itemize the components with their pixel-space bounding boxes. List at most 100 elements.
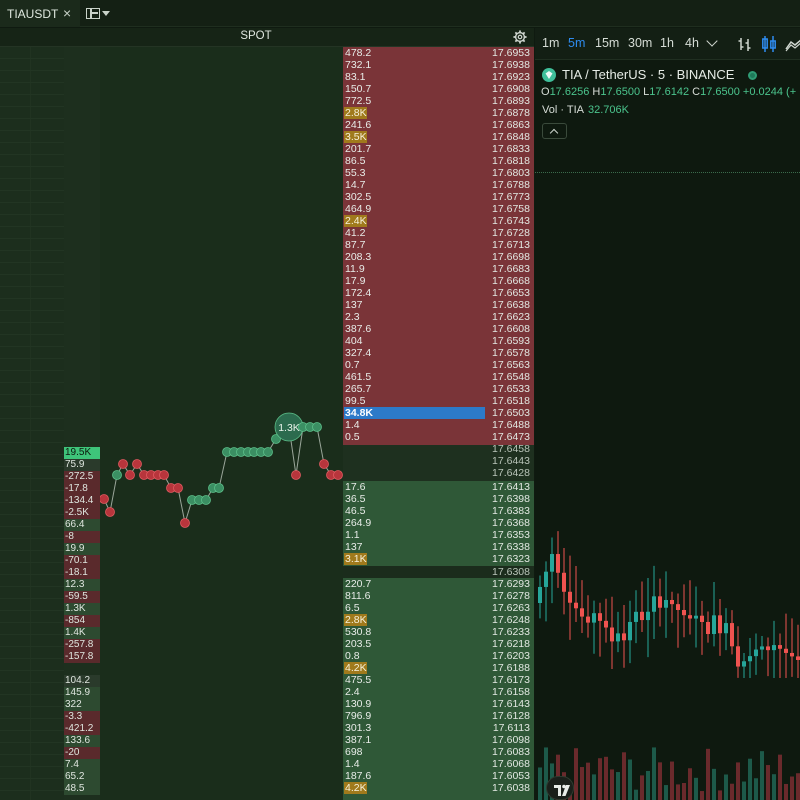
trade-bubble[interactable] <box>112 470 122 480</box>
ladder-row[interactable]: 201.7 17.6833 <box>343 143 534 155</box>
ladder-row[interactable]: 241.6 17.6863 <box>343 119 534 131</box>
tab-tiausdt[interactable]: TIAUSDT <box>0 0 80 27</box>
ladder-row[interactable]: 327.4 17.6578 <box>343 347 534 359</box>
ladder-row[interactable]: 1.1 17.6353 <box>343 529 534 541</box>
timeframe-4h[interactable]: 4h <box>685 36 699 50</box>
ladder-row[interactable]: 461.5 17.6548 <box>343 371 534 383</box>
ladder-row[interactable]: 17.6308 <box>343 566 534 578</box>
ladder-row[interactable]: 387.6 17.6608 <box>343 323 534 335</box>
ladder-row[interactable]: 698 17.6083 <box>343 746 534 758</box>
ladder-row[interactable]: 796.9 17.6128 <box>343 710 534 722</box>
price-level: 17.6578 <box>492 347 530 359</box>
trade-bubble[interactable] <box>173 483 183 493</box>
trade-bubble[interactable] <box>125 470 135 480</box>
trade-bubble[interactable] <box>263 447 273 457</box>
ladder-row[interactable]: 86.5 17.6818 <box>343 155 534 167</box>
ladder-row[interactable]: 772.5 17.6893 <box>343 95 534 107</box>
trade-bubble[interactable] <box>214 483 224 493</box>
trade-bubble[interactable] <box>99 494 109 504</box>
ladder-row[interactable]: 14.7 17.6788 <box>343 179 534 191</box>
ladder-row[interactable]: 387.1 17.6098 <box>343 734 534 746</box>
ladder-row[interactable]: 404 17.6593 <box>343 335 534 347</box>
ladder-row[interactable]: 99.5 17.6518 <box>343 395 534 407</box>
ladder-row[interactable]: 478.2 17.6953 <box>343 47 534 59</box>
bars-chart-icon[interactable] <box>737 36 753 52</box>
ladder-row[interactable]: 732.1 17.6938 <box>343 59 534 71</box>
ladder-row[interactable]: 0.8 17.6203 <box>343 650 534 662</box>
trade-bubble[interactable] <box>333 470 343 480</box>
ladder-row[interactable]: 2.8K 17.6248 <box>343 614 534 626</box>
ladder-row[interactable]: 187.6 17.6053 <box>343 770 534 782</box>
area-chart-icon[interactable] <box>785 36 800 52</box>
trade-bubble[interactable] <box>271 434 281 444</box>
ladder-row[interactable]: 17.6428 <box>343 467 534 479</box>
ladder-row[interactable]: 1.4 17.6488 <box>343 419 534 431</box>
trade-bubble[interactable] <box>319 459 329 469</box>
ladder-row[interactable]: 208.3 17.6698 <box>343 251 534 263</box>
ladder-row[interactable]: 3.5K 17.6848 <box>343 131 534 143</box>
trade-bubble[interactable] <box>159 470 169 480</box>
ladder-row[interactable]: 36.5 17.6398 <box>343 493 534 505</box>
ladder-row[interactable]: 302.5 17.6773 <box>343 191 534 203</box>
ladder-row[interactable]: 87.7 17.6713 <box>343 239 534 251</box>
collapse-legend-button[interactable] <box>542 123 567 139</box>
ladder-row[interactable]: 46.5 17.6383 <box>343 505 534 517</box>
symbol-title[interactable]: TIA / TetherUS · 5 · BINANCE <box>562 67 735 82</box>
order-size: 55.3 <box>345 167 366 179</box>
ladder-row[interactable]: 137 17.6638 <box>343 299 534 311</box>
ladder-row[interactable]: 2.3 17.6623 <box>343 311 534 323</box>
layout-dropdown-button[interactable] <box>86 5 114 22</box>
ladder-row[interactable]: 2.8K 17.6878 <box>343 107 534 119</box>
ladder-row[interactable]: 83.1 17.6923 <box>343 71 534 83</box>
trade-bubble[interactable] <box>118 459 128 469</box>
ladder-row[interactable]: 150.7 17.6908 <box>343 83 534 95</box>
tradingview-logo-icon[interactable] <box>546 776 574 800</box>
candles-chart-icon[interactable] <box>761 35 777 53</box>
ladder-row[interactable]: 2.4K 17.6743 <box>343 215 534 227</box>
ladder-row[interactable]: 475.5 17.6173 <box>343 674 534 686</box>
ladder-row[interactable]: 2.4 17.6158 <box>343 686 534 698</box>
ladder-row[interactable]: 4.2K 17.6188 <box>343 662 534 674</box>
timeframe-1m[interactable]: 1m <box>542 36 560 50</box>
ladder-row[interactable]: 4.2K 17.6038 <box>343 782 534 794</box>
trade-bubble[interactable] <box>105 507 115 517</box>
ladder-row[interactable]: 34.8K 17.6503 <box>343 407 534 419</box>
chevron-down-icon[interactable] <box>706 35 718 47</box>
ladder-row[interactable]: 17.6 17.6413 <box>343 481 534 493</box>
ladder-row[interactable]: 464.9 17.6758 <box>343 203 534 215</box>
ladder-row[interactable]: 6.5 17.6263 <box>343 602 534 614</box>
ladder-row[interactable]: 17.6458 <box>343 443 534 455</box>
ladder-row[interactable]: 301.3 17.6113 <box>343 722 534 734</box>
ladder-row[interactable]: 130.9 17.6143 <box>343 698 534 710</box>
close-icon[interactable]: × <box>63 5 72 21</box>
price-ladder[interactable]: 478.2 17.6953 732.1 17.6938 83.1 17.6923 150.7… <box>343 47 534 800</box>
ladder-row[interactable]: 203.5 17.6218 <box>343 638 534 650</box>
ladder-row[interactable]: 1.4 17.6068 <box>343 758 534 770</box>
trade-bubble[interactable] <box>180 518 190 528</box>
ladder-row[interactable]: 3.1K 17.6323 <box>343 553 534 565</box>
ladder-row[interactable]: 0.7 17.6563 <box>343 359 534 371</box>
timeframe-5m[interactable]: 5m <box>568 36 586 50</box>
trade-bubble[interactable] <box>201 495 211 505</box>
trade-bubble[interactable] <box>312 422 322 432</box>
ladder-row[interactable]: 811.6 17.6278 <box>343 590 534 602</box>
ladder-row[interactable]: 0.5 17.6473 <box>343 431 534 443</box>
ladder-row[interactable]: 17.9 17.6668 <box>343 275 534 287</box>
ladder-row[interactable]: 41.2 17.6728 <box>343 227 534 239</box>
ladder-row[interactable]: 55.3 17.6803 <box>343 167 534 179</box>
ladder-row[interactable]: 530.8 17.6233 <box>343 626 534 638</box>
trade-bubble[interactable] <box>132 459 142 469</box>
candlestick-chart[interactable] <box>535 140 800 800</box>
ladder-row[interactable]: 172.4 17.6653 <box>343 287 534 299</box>
timeframe-1h[interactable]: 1h <box>660 36 674 50</box>
ladder-row[interactable]: 264.9 17.6368 <box>343 517 534 529</box>
gear-icon[interactable] <box>513 30 527 44</box>
trade-bubble[interactable] <box>291 470 301 480</box>
ladder-row[interactable]: 137 17.6338 <box>343 541 534 553</box>
ladder-row[interactable]: 11.9 17.6683 <box>343 263 534 275</box>
timeframe-15m[interactable]: 15m <box>595 36 620 50</box>
ladder-row[interactable]: 17.6443 <box>343 455 534 467</box>
timeframe-30m[interactable]: 30m <box>628 36 653 50</box>
ladder-row[interactable]: 220.7 17.6293 <box>343 578 534 590</box>
ladder-row[interactable]: 265.7 17.6533 <box>343 383 534 395</box>
